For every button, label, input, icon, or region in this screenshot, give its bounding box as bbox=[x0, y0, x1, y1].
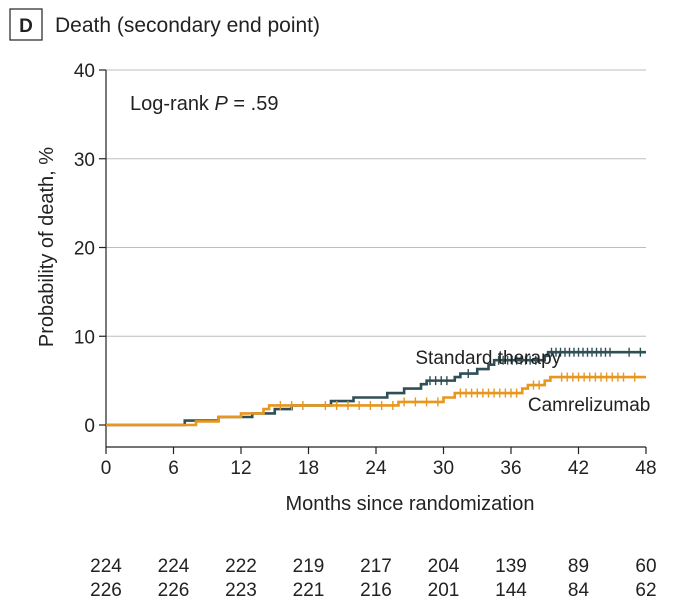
x-axis-title: Months since randomization bbox=[285, 493, 534, 515]
risk-cell: 219 bbox=[293, 556, 325, 577]
y-tick-label-20: 20 bbox=[74, 239, 95, 260]
panel-letter-box bbox=[9, 8, 43, 41]
risk-cell: 221 bbox=[293, 580, 325, 601]
series-label-1: Standard therapy bbox=[415, 348, 561, 369]
y-tick-label-0: 0 bbox=[84, 416, 95, 437]
risk-cell: 84 bbox=[568, 580, 590, 601]
grid bbox=[106, 69, 646, 337]
panel-letter: D bbox=[19, 16, 33, 37]
risk-cell: 224 bbox=[90, 556, 122, 577]
risk-cell: 226 bbox=[158, 580, 190, 601]
y-tick-label-30: 30 bbox=[74, 150, 95, 171]
labels-group: Standard therapy Camrelizumab bbox=[415, 348, 650, 416]
risk-cell: 89 bbox=[568, 556, 589, 577]
risk-table: 224 224 222 219 217 204 139 89 60 226 226 223 221 216… bbox=[90, 556, 656, 601]
x-tick-label-48: 48 bbox=[635, 458, 656, 479]
risk-cell: 62 bbox=[635, 580, 656, 601]
risk-cell: 204 bbox=[428, 556, 460, 577]
x-tick-label-36: 36 bbox=[500, 458, 521, 479]
risk-cell: 144 bbox=[495, 580, 527, 601]
risk-cell: 224 bbox=[158, 556, 190, 577]
panel-title: Death (secondary end point) bbox=[55, 14, 320, 37]
x-tick-label-24: 24 bbox=[365, 458, 387, 479]
y-tick-label-10: 10 bbox=[74, 327, 95, 348]
x-tick-label-12: 12 bbox=[230, 458, 251, 479]
series-group bbox=[106, 347, 646, 427]
x-tick-label-0: 0 bbox=[101, 458, 112, 479]
x-tick-label-18: 18 bbox=[298, 458, 319, 479]
log-rank-prefix: Log-rank bbox=[130, 93, 215, 115]
x-tick-label-42: 42 bbox=[568, 458, 589, 479]
risk-cell: 201 bbox=[428, 580, 460, 601]
y-tick-label-40: 40 bbox=[74, 61, 95, 82]
log-rank-annotation: Log-rank P = .59 bbox=[130, 93, 278, 115]
risk-cell: 217 bbox=[360, 556, 392, 577]
series-label-2: Camrelizumab bbox=[528, 395, 650, 416]
risk-cell: 60 bbox=[635, 556, 656, 577]
risk-cell: 216 bbox=[360, 580, 392, 601]
log-rank-value: = .59 bbox=[228, 93, 279, 115]
risk-cell: 139 bbox=[495, 556, 527, 577]
risk-cell: 226 bbox=[90, 580, 122, 601]
axes: 0 10 20 30 40 0 6 12 18 24 30 36 42 48 bbox=[74, 61, 657, 479]
risk-cell: 222 bbox=[225, 556, 257, 577]
risk-cell: 223 bbox=[225, 580, 257, 601]
series-2 bbox=[106, 372, 646, 427]
log-rank-p: P bbox=[215, 93, 229, 115]
series-line-2 bbox=[106, 375, 646, 427]
y-axis-title: Probability of death, % bbox=[36, 147, 58, 347]
x-tick-label-6: 6 bbox=[168, 458, 179, 479]
x-tick-label-30: 30 bbox=[433, 458, 454, 479]
